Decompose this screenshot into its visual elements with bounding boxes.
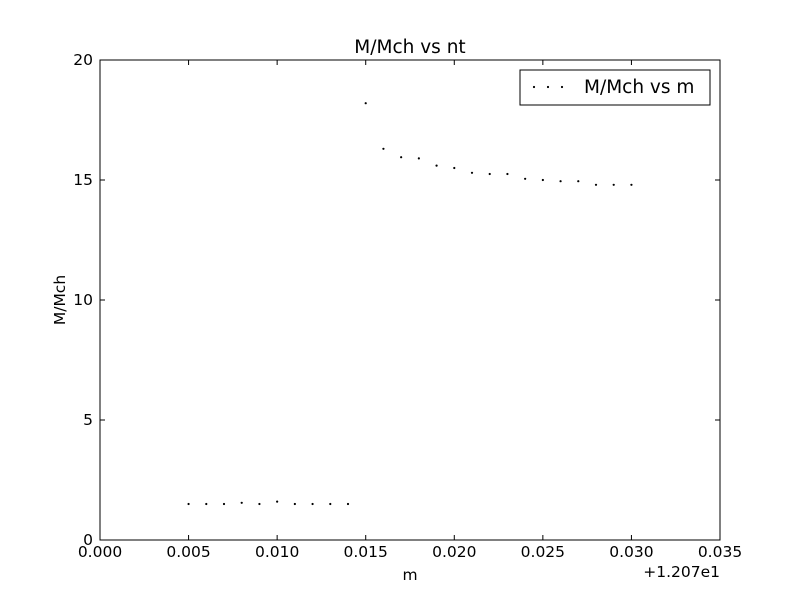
- chart-title: M/Mch vs nt: [354, 37, 465, 58]
- x-tick-label: 0.025: [521, 543, 565, 561]
- x-tick-label: 0.020: [432, 543, 476, 561]
- data-point: [524, 177, 527, 180]
- x-tick-label: 0.035: [698, 543, 742, 561]
- data-point: [400, 156, 403, 159]
- legend-marker: [532, 85, 564, 89]
- legend-marker-point: [532, 85, 536, 89]
- x-tick-label: 0.015: [344, 543, 388, 561]
- x-tick-label: 0.030: [609, 543, 653, 561]
- data-point: [293, 502, 296, 506]
- data-point: [488, 172, 491, 176]
- y-tick-label: 0: [83, 531, 93, 549]
- legend-marker-point: [560, 85, 564, 89]
- x-offset-label: +1.207e1: [643, 563, 720, 581]
- data-point: [541, 178, 544, 182]
- data-point: [382, 147, 385, 150]
- legend-label: M/Mch vs m: [584, 77, 694, 98]
- data-point: [205, 502, 208, 506]
- data-point: [435, 164, 438, 167]
- x-tick-label: 0.005: [166, 543, 210, 561]
- data-point: [276, 500, 279, 503]
- data-point: [346, 502, 350, 506]
- data-point: [612, 183, 615, 186]
- data-point: [470, 171, 474, 174]
- data-point: [364, 102, 367, 105]
- data-point: [240, 501, 243, 504]
- data-point: [453, 166, 456, 170]
- data-point: [329, 502, 332, 506]
- plot-area: [100, 60, 720, 540]
- y-tick-label: 20: [73, 51, 93, 69]
- y-tick-label: 5: [83, 411, 93, 429]
- axis-tick-labels: 0.000 0.005 0.010 0.015 0.020 0.025 0.030 0.035…: [73, 51, 742, 561]
- data-point: [187, 502, 190, 506]
- data-point: [577, 180, 580, 183]
- y-tick-label: 15: [73, 171, 93, 189]
- y-axis-label: M/Mch: [51, 275, 69, 325]
- legend-box: [519, 69, 711, 106]
- x-axis-label: m: [402, 566, 417, 584]
- data-point: [506, 172, 509, 176]
- plot-frame: [99, 59, 721, 541]
- data-point: [258, 502, 261, 506]
- x-tick-label: 0.010: [255, 543, 299, 561]
- data-point: [559, 180, 562, 183]
- data-point: [311, 502, 314, 506]
- data-point: [222, 502, 226, 506]
- data-point: [594, 183, 598, 186]
- legend: M/Mch vs m: [519, 69, 711, 106]
- y-tick-label: 10: [73, 291, 93, 309]
- legend-marker-point: [546, 85, 550, 89]
- data-points: [187, 102, 633, 506]
- data-point: [417, 157, 420, 160]
- data-point: [630, 183, 633, 186]
- x-tick-label: 0.000: [78, 543, 122, 561]
